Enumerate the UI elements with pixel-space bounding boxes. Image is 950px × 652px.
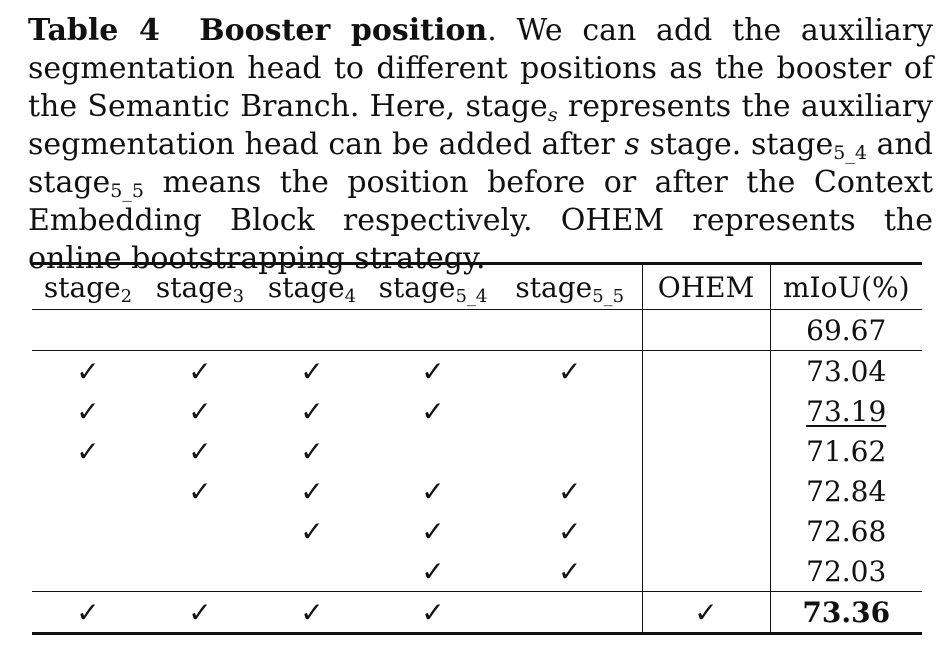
check-cell: ✓ <box>300 474 324 508</box>
check-cell: ✓ <box>558 354 582 388</box>
table-row: 69.67 <box>32 309 922 351</box>
check-cell: ✓ <box>300 394 324 428</box>
check-cell: ✓ <box>300 434 324 468</box>
check-cell <box>32 309 144 351</box>
check-cell <box>641 551 770 592</box>
check-cell <box>641 350 770 391</box>
header-stage2: stage2 <box>32 262 144 310</box>
check-cell <box>498 591 642 635</box>
miou-value: 71.62 <box>769 431 922 471</box>
caption-text-1: . We can add the auxiliary segmentation … <box>28 13 933 124</box>
caption-sub-5-4: 5_4 <box>833 142 867 164</box>
table-header-row: stage2 stage3 stage4 stage5_4 stage5_5 O… <box>32 262 922 310</box>
caption-text-2: represents the auxiliary segmentation he… <box>28 89 933 162</box>
miou-value: 69.67 <box>769 309 922 351</box>
check-cell <box>641 431 770 471</box>
check-cell: ✓ <box>421 474 445 508</box>
check-cell: ✓ <box>421 554 445 588</box>
table-row: ✓ ✓ ✓ ✓ ✓ 73.36 <box>32 591 922 635</box>
check-cell <box>144 309 256 351</box>
header-miou: mIoU(%) <box>769 262 922 310</box>
booster-position-table: stage2 stage3 stage4 stage5_4 stage5_5 O… <box>32 262 922 635</box>
header-stage3: stage3 <box>144 262 256 310</box>
header-stage5-4: stage5_4 <box>368 262 498 310</box>
header-stage5-5: stage5_5 <box>498 262 642 310</box>
table-row: ✓ ✓ 72.03 <box>32 551 922 592</box>
miou-value: 72.03 <box>769 551 922 592</box>
check-cell: ✓ <box>188 474 212 508</box>
table-row: ✓ ✓ ✓ 72.68 <box>32 511 922 551</box>
check-cell: ✓ <box>558 474 582 508</box>
caption-text-4: and stage <box>28 127 934 200</box>
check-cell: ✓ <box>641 591 770 635</box>
table-row: ✓ ✓ ✓ 71.62 <box>32 431 922 471</box>
check-cell <box>498 431 642 471</box>
miou-value: 73.04 <box>769 350 922 391</box>
check-cell <box>256 309 368 351</box>
miou-value: 73.19 <box>769 391 922 431</box>
check-cell <box>368 309 498 351</box>
caption-text-3: stage. stage <box>639 127 834 162</box>
check-cell: ✓ <box>256 591 368 635</box>
check-cell <box>32 471 144 511</box>
caption-sub-s: s <box>547 104 558 126</box>
check-cell: ✓ <box>188 394 212 428</box>
check-cell: ✓ <box>144 591 256 635</box>
check-cell: ✓ <box>300 514 324 548</box>
check-cell: ✓ <box>300 354 324 388</box>
check-cell: ✓ <box>558 514 582 548</box>
check-cell <box>641 309 770 351</box>
caption-italic-s: s <box>624 127 640 162</box>
caption-text-5: means the position before or after the C… <box>28 165 933 276</box>
check-cell <box>498 391 642 431</box>
check-cell: ✓ <box>421 514 445 548</box>
check-cell <box>498 309 642 351</box>
check-cell: ✓ <box>188 354 212 388</box>
header-stage4: stage4 <box>256 262 368 310</box>
check-cell <box>144 511 256 551</box>
table-row: ✓ ✓ ✓ ✓ ✓ 73.04 <box>32 350 922 391</box>
check-cell: ✓ <box>421 354 445 388</box>
caption-label: Table 4 <box>28 13 160 48</box>
check-cell: ✓ <box>421 394 445 428</box>
check-cell <box>641 511 770 551</box>
results-table-wrapper: stage2 stage3 stage4 stage5_4 stage5_5 O… <box>32 262 922 635</box>
caption-title: Booster position <box>199 13 488 48</box>
check-cell <box>32 551 144 592</box>
check-cell: ✓ <box>368 591 498 635</box>
check-cell: ✓ <box>76 354 100 388</box>
caption-sub-5-5: 5_5 <box>110 180 144 202</box>
header-ohem: OHEM <box>641 262 770 310</box>
check-cell <box>641 391 770 431</box>
table-row: ✓ ✓ ✓ ✓ 73.19 <box>32 391 922 431</box>
check-cell: ✓ <box>76 434 100 468</box>
miou-value: 73.36 <box>769 591 922 635</box>
check-cell <box>144 551 256 592</box>
check-cell <box>256 551 368 592</box>
table-row: ✓ ✓ ✓ ✓ 72.84 <box>32 471 922 511</box>
check-cell: ✓ <box>558 554 582 588</box>
check-cell <box>32 511 144 551</box>
check-cell: ✓ <box>76 394 100 428</box>
miou-value: 72.68 <box>769 511 922 551</box>
check-cell <box>641 471 770 511</box>
miou-value: 72.84 <box>769 471 922 511</box>
check-cell: ✓ <box>188 434 212 468</box>
check-cell: ✓ <box>32 591 144 635</box>
check-cell <box>368 431 498 471</box>
table-caption: Table 4 Booster position. We can add the… <box>28 12 933 278</box>
